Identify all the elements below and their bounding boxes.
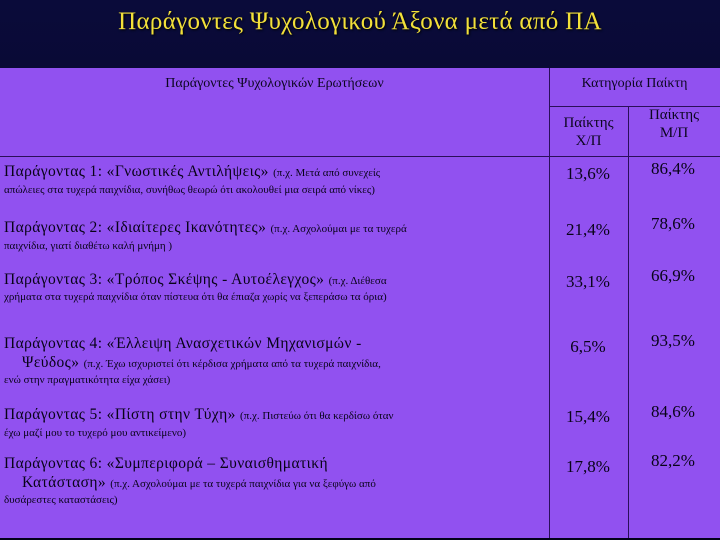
- row-5-mp-value: 84,6%: [651, 402, 695, 421]
- row-6-factor: Παράγοντας 6: «Συμπεριφορά – Συναισθηματ…: [4, 454, 544, 494]
- row-6-factor-title-line2: Κατάσταση»: [22, 474, 107, 491]
- row-3-mp-value: 66,9%: [651, 266, 695, 285]
- row-1-mp-value: 86,4%: [651, 159, 695, 178]
- row-2-example: (π.χ. Ασχολούμαι με τα τυχερά: [270, 223, 407, 235]
- row-6-continuation: δυσάρεστες καταστάσεις): [4, 494, 118, 506]
- row-2-factor: Παράγοντας 2: «Ιδιαίτερες Ικανότητες» (π…: [4, 218, 544, 239]
- row-4-factor-title-line2: Ψεύδος»: [22, 354, 80, 371]
- row-1-factor-title: Παράγοντας 1: «Γνωστικές Αντιλήψεις»: [4, 163, 269, 180]
- row-3-example: (π.χ. Διέθεσα: [328, 275, 387, 287]
- row-3-factor-title: Παράγοντας 3: «Τρόπος Σκέψης - Αυτοέλεγχ…: [4, 271, 325, 288]
- row-4-continuation: ενώ στην πραγματικότητα είχα χάσει): [4, 374, 171, 386]
- row-4-factor-title: Παράγοντας 4: «Έλλειψη Ανασχετικών Μηχαν…: [4, 335, 362, 352]
- header-questions: Παράγοντες Ψυχολογικών Ερωτήσεων: [165, 76, 384, 91]
- row-1-factor: Παράγοντας 1: «Γνωστικές Αντιλήψεις» (π.…: [4, 162, 544, 183]
- subheader-mp-line2: Μ/Π: [659, 125, 689, 141]
- row-5-continuation: έχω μαζί μου το τυχερό μου αντικείμενο): [4, 427, 187, 439]
- page-title: Παράγοντες Ψυχολογικού Άξονα μετά από ΠΑ: [118, 8, 602, 35]
- row-2-continuation: παιχνίδια, γιατί διαθέτω καλή μνήμη ): [4, 240, 173, 252]
- row-4-xp-value: 6,5%: [570, 337, 606, 356]
- row-6-xp-value: 17,8%: [566, 457, 610, 476]
- row-5-factor: Παράγοντας 5: «Πίστη στην Τύχη» (π.χ. Πι…: [4, 405, 544, 426]
- subheader-xp: Παίκτης Χ/Π: [549, 114, 628, 150]
- header-category: Κατηγορία Παίκτη: [581, 76, 688, 91]
- row-2-mp-value: 78,6%: [651, 214, 695, 233]
- subheader-xp-line1: Παίκτης: [563, 115, 614, 131]
- row-3-factor: Παράγοντας 3: «Τρόπος Σκέψης - Αυτοέλεγχ…: [4, 270, 544, 291]
- header-divider: [549, 106, 720, 107]
- column-divider: [628, 106, 629, 538]
- header-bottom-line: [0, 156, 720, 157]
- row-3-continuation: χρήματα στα τυχερά παιχνίδια όταν πίστευ…: [4, 291, 387, 303]
- row-6-example: (π.χ. Ασχολούμαι με τα τυχερά παιχνίδια …: [110, 478, 376, 490]
- subheader-mp: Παίκτης Μ/Π: [628, 106, 720, 142]
- column-divider: [549, 68, 550, 538]
- row-1-continuation: απώλειες στα τυχερά παιχνίδια, συνήθως θ…: [4, 184, 375, 196]
- row-6-factor-title: Παράγοντας 6: «Συμπεριφορά – Συναισθηματ…: [4, 455, 328, 472]
- row-1-example: (π.χ. Μετά από συνεχείς: [273, 167, 381, 179]
- subheader-mp-line1: Παίκτης: [648, 107, 700, 123]
- subheader-xp-line2: Χ/Π: [575, 133, 602, 149]
- row-2-xp-value: 21,4%: [566, 220, 610, 239]
- factors-table: Παράγοντες Ψυχολογικών Ερωτήσεων Κατηγορ…: [0, 68, 720, 538]
- row-2-factor-title: Παράγοντας 2: «Ιδιαίτερες Ικανότητες»: [4, 219, 267, 236]
- row-4-factor: Παράγοντας 4: «Έλλειψη Ανασχετικών Μηχαν…: [4, 334, 544, 374]
- row-3-xp-value: 33,1%: [566, 272, 610, 291]
- row-6-mp-value: 82,2%: [651, 451, 695, 470]
- row-4-mp-value: 93,5%: [651, 331, 695, 350]
- row-5-example: (π.χ. Πιστεύω ότι θα κερδίσω όταν: [240, 410, 394, 422]
- row-4-example: (π.χ. Έχω ισχυριστεί ότι κέρδισα χρήματα…: [83, 358, 381, 370]
- row-1-xp-value: 13,6%: [566, 164, 610, 183]
- row-5-factor-title: Παράγοντας 5: «Πίστη στην Τύχη»: [4, 406, 236, 423]
- row-5-xp-value: 15,4%: [566, 407, 610, 426]
